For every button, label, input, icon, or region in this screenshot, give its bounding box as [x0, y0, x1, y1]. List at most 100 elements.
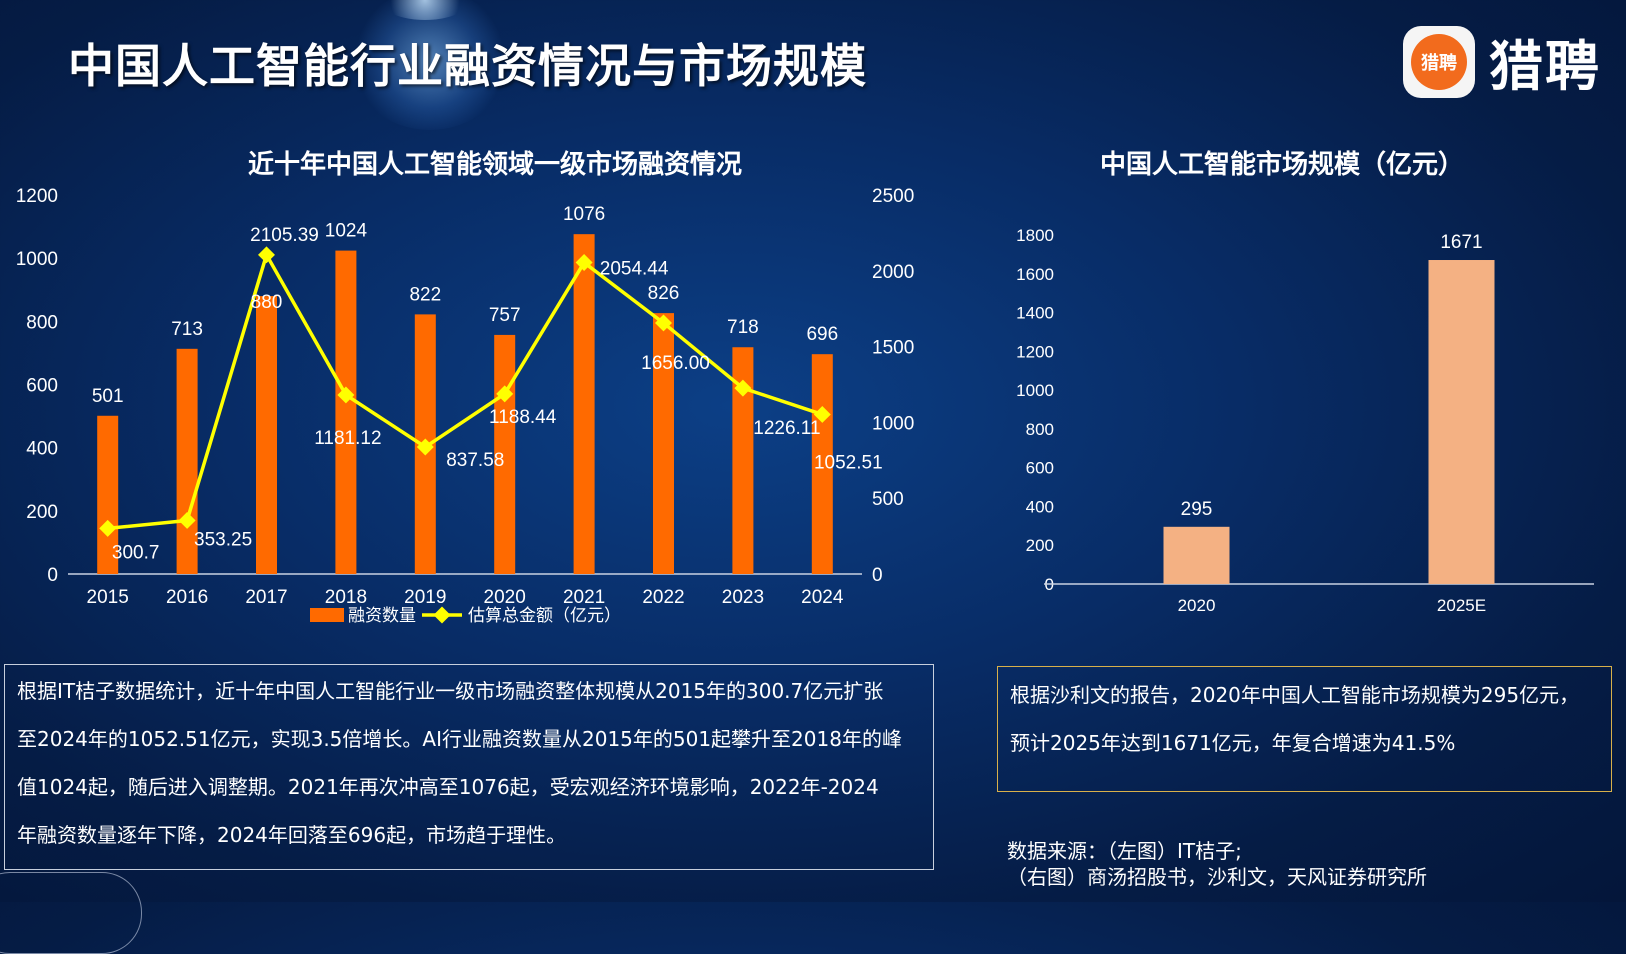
bar: [732, 347, 754, 574]
bar-data-label: 822: [409, 284, 441, 305]
line-point: [575, 254, 593, 272]
y-left-tick-label: 0: [47, 565, 58, 586]
y-left-tick-label: 400: [26, 439, 58, 460]
left-summary-box: 根据IT桔子数据统计，近十年中国人工智能行业一级市场融资整体规模从2015年的3…: [4, 664, 934, 870]
y-tick-label: 1200: [1016, 342, 1054, 361]
x-tick-label: 2022: [642, 587, 684, 608]
bar: [811, 354, 833, 574]
y-right-tick-label: 2500: [872, 186, 914, 207]
bar-data-label: 718: [727, 317, 759, 338]
line-data-label: 1052.51: [814, 452, 883, 473]
logo-bubble: 猎聘: [1411, 33, 1467, 90]
bar-data-label: 880: [251, 292, 283, 313]
y-left-tick-label: 800: [26, 312, 58, 333]
summary-line: 根据沙利文的报告，2020年中国人工智能市场规模为295亿元，: [1010, 683, 1580, 707]
summary-line: 年融资数量逐年下降，2024年回落至696起，市场趋于理性。: [17, 823, 567, 847]
data-source: 数据来源：（左图）IT桔子; （右图）商汤招股书，沙利文，天风证券研究所: [1007, 838, 1427, 890]
x-tick-label: 2015: [87, 587, 129, 608]
x-tick-label: 2023: [722, 587, 764, 608]
background-glow: [350, 0, 510, 130]
y-tick-label: 200: [1026, 536, 1054, 555]
x-tick-label: 2021: [563, 587, 605, 608]
legend-swatch-marker: [433, 606, 451, 624]
bar-data-label: 696: [806, 324, 838, 345]
legend-swatch-bar: [310, 608, 344, 622]
bar-data-label: 1024: [325, 221, 368, 242]
y-right-tick-label: 1000: [872, 413, 914, 434]
summary-line: 根据IT桔子数据统计，近十年中国人工智能行业一级市场融资整体规模从2015年的3…: [17, 679, 884, 703]
line-point: [99, 519, 117, 537]
x-tick-label: 2020: [1178, 596, 1216, 615]
y-right-tick-label: 500: [872, 489, 904, 510]
bar-data-label: 757: [489, 305, 521, 326]
x-tick-label: 2016: [166, 587, 208, 608]
right-summary-box: 根据沙利文的报告，2020年中国人工智能市场规模为295亿元， 预计2025年达…: [997, 666, 1612, 792]
source-line: （右图）商汤招股书，沙利文，天风证券研究所: [1007, 865, 1427, 889]
logo-brand-text: 猎聘: [1489, 35, 1601, 98]
bar: [573, 234, 595, 574]
y-right-tick-label: 0: [872, 565, 883, 586]
bar: [335, 250, 357, 574]
financing-chart: 近十年中国人工智能领域一级市场融资情况 0 200 400 600 800 1000 1200…: [16, 149, 915, 626]
y-right-tick-label: 2000: [872, 262, 914, 283]
corner-decoration: [0, 872, 142, 954]
page-title: 中国人工智能行业融资情况与市场规模: [68, 39, 867, 93]
legend-label: 融资数量: [348, 606, 416, 626]
y-left-tick-label: 1200: [16, 186, 58, 207]
line-point: [655, 314, 672, 332]
summary-line: 值1024起，随后进入调整期。2021年再次冲高至1076起，受宏观经济环境影响…: [17, 775, 879, 799]
y-tick-label: 400: [1026, 497, 1054, 516]
line-point: [337, 386, 355, 404]
bar: [97, 415, 119, 574]
source-line: 数据来源：（左图）IT桔子;: [1007, 839, 1242, 863]
summary-line: 至2024年的1052.51亿元，实现3.5倍增长。AI行业融资数量从2015年…: [17, 727, 902, 751]
x-tick-label: 2025E: [1437, 596, 1486, 615]
x-tick-label: 2020: [484, 587, 526, 608]
line-point: [258, 246, 275, 264]
line-data-label: 2054.44: [600, 259, 669, 280]
bar-data-label: 713: [171, 319, 203, 340]
liepin-logo: 猎聘 猎聘: [1403, 22, 1601, 101]
line-point: [496, 385, 514, 403]
y-tick-label: 600: [1026, 459, 1054, 478]
background-glow-highlight: [380, 0, 470, 20]
y-right-tick-label: 1500: [872, 338, 914, 359]
market-size-chart: 中国人工智能市场规模（亿元）02004006008001000120014001…: [1016, 149, 1594, 615]
bar-data-label: 1671: [1440, 232, 1482, 253]
line-data-label: 1226.11: [753, 418, 820, 439]
bar-data-label: 1076: [563, 204, 605, 225]
line-data-label: 353.25: [194, 529, 252, 550]
line-point: [178, 511, 196, 529]
line-point: [416, 438, 434, 456]
y-tick-label: 1400: [1016, 304, 1054, 323]
line-point: [813, 405, 831, 423]
line-point: [734, 379, 752, 397]
line-data-label: 300.7: [112, 542, 160, 563]
y-left-tick-label: 200: [26, 502, 58, 523]
line-data-label: 1656.00: [641, 353, 710, 374]
line-data-label: 837.58: [446, 450, 504, 471]
bar: [653, 313, 674, 574]
y-tick-label: 1000: [1016, 381, 1054, 400]
chart-title: 中国人工智能市场规模（亿元）: [1100, 149, 1464, 180]
series-line: [107, 250, 823, 531]
y-left-tick-label: 1000: [16, 249, 58, 270]
logo-icon: 猎聘: [1403, 25, 1475, 98]
x-tick-label: 2018: [325, 587, 367, 608]
bar: [1428, 260, 1495, 584]
line-data-label: 1188.44: [489, 407, 557, 428]
x-tick-label: 2019: [404, 587, 446, 608]
bar: [1163, 526, 1230, 584]
line-data-label: 2105.39: [250, 225, 319, 246]
bar-data-label: 826: [648, 283, 680, 304]
chart-title: 近十年中国人工智能领域一级市场融资情况: [248, 149, 742, 180]
y-left-tick-label: 600: [26, 376, 58, 397]
x-tick-label: 2017: [245, 587, 287, 608]
legend-label: 估算总金额（亿元）: [468, 606, 621, 626]
bar: [256, 296, 277, 574]
y-tick-label: 800: [1026, 420, 1054, 439]
line-data-label: 1181.12: [314, 428, 381, 449]
y-tick-label: 1600: [1016, 265, 1054, 284]
bar-data-label: 295: [1181, 499, 1213, 520]
y-tick-label: 1800: [1016, 226, 1054, 245]
